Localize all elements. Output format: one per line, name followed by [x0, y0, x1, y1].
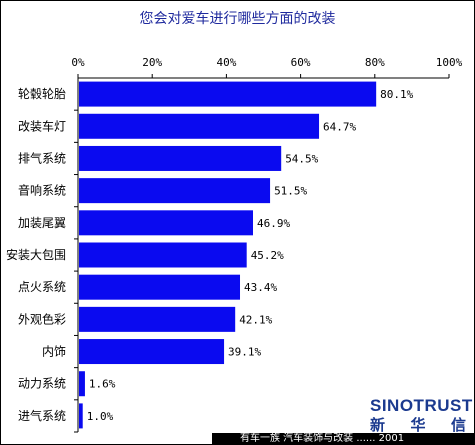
category-label: 安装大包围	[6, 247, 66, 262]
data-label: 1.6%	[89, 378, 116, 391]
category-label: 内饰	[42, 345, 66, 359]
data-label: 80.1%	[380, 88, 413, 101]
bar	[79, 306, 236, 332]
x-tick-label: 80%	[365, 56, 385, 69]
x-tick-label: 0%	[71, 56, 85, 69]
category-label: 动力系统	[18, 377, 66, 391]
bar	[79, 339, 225, 365]
x-tick-label: 60%	[291, 56, 311, 69]
category-label: 轮毂轮胎	[18, 87, 66, 101]
logo-text-en: SINOTRUST	[370, 396, 473, 415]
category-label: 进气系统	[18, 408, 66, 423]
data-label: 54.5%	[285, 152, 318, 165]
bar	[79, 113, 320, 139]
chart-title: 您会对爱车进行哪些方面的改装	[139, 11, 336, 27]
logo-char-1: 新	[370, 416, 386, 434]
category-label: 音响系统	[18, 183, 66, 198]
bar	[79, 81, 377, 107]
category-label: 加装尾翼	[18, 216, 66, 230]
category-label: 改装车灯	[18, 118, 66, 133]
category-label: 外观色彩	[18, 312, 66, 326]
bar	[79, 178, 271, 204]
data-label: 1.0%	[87, 410, 114, 423]
logo-char-2: 华	[410, 416, 426, 434]
bar	[79, 210, 253, 236]
data-label: 64.7%	[323, 120, 356, 133]
data-label: 51.5%	[274, 185, 307, 198]
data-label: 46.9%	[257, 217, 290, 230]
data-label: 43.4%	[244, 281, 277, 294]
bar	[79, 403, 83, 429]
category-label: 排气系统	[18, 150, 66, 165]
x-tick-label: 40%	[216, 56, 236, 69]
sinotrust-logo: SINOTRUST 新 华 信	[370, 396, 473, 436]
x-tick-label: 100%	[436, 56, 463, 69]
data-label: 42.1%	[239, 313, 272, 326]
source-note: 有车一族 汽车装饰与改装 ...... 2001	[212, 433, 475, 445]
x-tick-label: 20%	[142, 56, 162, 69]
logo-text-cn: 新 华 信	[370, 414, 466, 435]
bar	[79, 274, 241, 300]
data-label: 45.2%	[251, 249, 284, 262]
bar	[79, 371, 85, 397]
bar	[79, 242, 247, 268]
data-label: 39.1%	[228, 346, 261, 359]
logo-char-3: 信	[450, 416, 466, 434]
category-label: 点火系统	[18, 280, 66, 294]
bar	[79, 145, 282, 171]
